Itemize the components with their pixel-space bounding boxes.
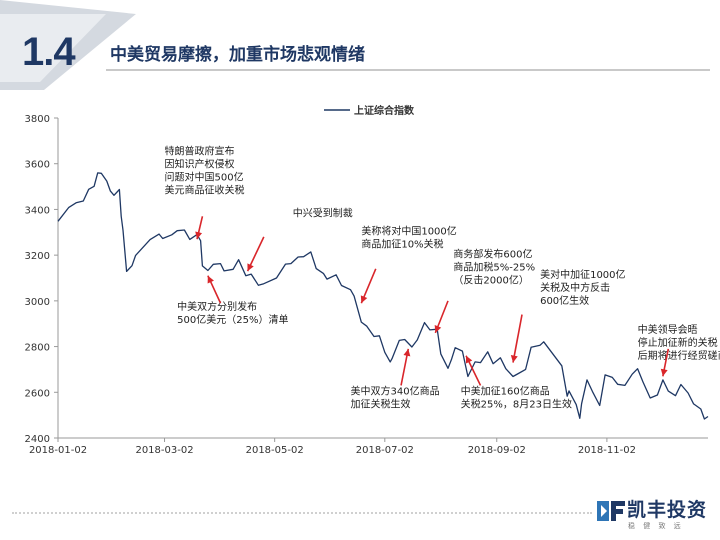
event-arrow xyxy=(465,355,482,386)
event-arrow xyxy=(434,300,449,334)
y-tick-label: 2600 xyxy=(25,388,50,399)
y-tick-label: 2400 xyxy=(25,434,50,445)
x-tick-label: 2018-03-02 xyxy=(135,445,193,456)
legend-label: 上证综合指数 xyxy=(354,104,415,117)
event-arrow xyxy=(246,236,265,272)
corner-triangle-decoration xyxy=(0,0,136,90)
event-annotation-text: 中美加征160亿商品关税25%，8月23日生效 xyxy=(461,385,572,411)
title-divider xyxy=(106,69,710,71)
event-arrow xyxy=(195,216,204,240)
event-annotation-text: 中美领导会晤停止加征新的关税后期将进行经贸磋商 xyxy=(638,323,720,362)
company-logo-name: 凯丰投资 xyxy=(627,499,708,521)
y-tick-label: 2800 xyxy=(25,343,50,354)
x-tick-label: 2018-11-02 xyxy=(578,445,636,456)
y-tick-label: 3400 xyxy=(25,205,50,216)
page-title: 中美贸易摩擦，加重市场悲观情绪 xyxy=(110,45,365,65)
y-tick-label: 3200 xyxy=(25,251,50,262)
series-line-shanghai-composite xyxy=(57,172,709,420)
event-annotation-text: 美对中加征1000亿关税及中方反击 600亿生效 xyxy=(540,268,625,307)
event-arrow xyxy=(360,268,377,304)
y-tick-label: 3800 xyxy=(25,114,50,125)
section-number: 1.4 xyxy=(22,30,76,74)
event-annotation-text: 美中双方340亿商品加征关税生效 xyxy=(351,385,440,411)
event-arrow xyxy=(400,348,411,386)
event-annotation-text: 商务部发布600亿商品加税5%-25%（反击2000亿） xyxy=(453,247,535,286)
company-logo-tagline: 稳 健 致 远 xyxy=(628,522,684,530)
x-tick-label: 2018-07-02 xyxy=(356,445,414,456)
index-line-chart: 上证综合指数 2400 2600 2800 3000 3200 3400 3600 3800 2… xyxy=(25,104,720,456)
x-tick-label: 2018-01-02 xyxy=(29,445,87,456)
x-tick-label: 2018-05-02 xyxy=(246,445,304,456)
event-arrow xyxy=(510,314,523,363)
y-tick-label: 3600 xyxy=(25,160,50,171)
x-tick-label: 2018-09-02 xyxy=(468,445,526,456)
event-arrow xyxy=(660,348,670,377)
company-logo-icon xyxy=(597,501,625,521)
event-arrow xyxy=(207,275,222,304)
footer-dotted-rule xyxy=(12,512,592,514)
y-tick-label: 3000 xyxy=(25,297,50,308)
event-annotation-text: 中兴受到制裁 xyxy=(293,206,353,219)
event-annotation-text: 美称将对中国1000亿商品加征10%关税 xyxy=(361,225,456,251)
event-annotation-text: 中美双方分别发布 500亿美元（25%）清单 xyxy=(177,300,288,326)
event-annotation-text: 特朗普政府宣布因知识产权侵权问题对中国500亿美元商品征收关税 xyxy=(165,145,245,197)
